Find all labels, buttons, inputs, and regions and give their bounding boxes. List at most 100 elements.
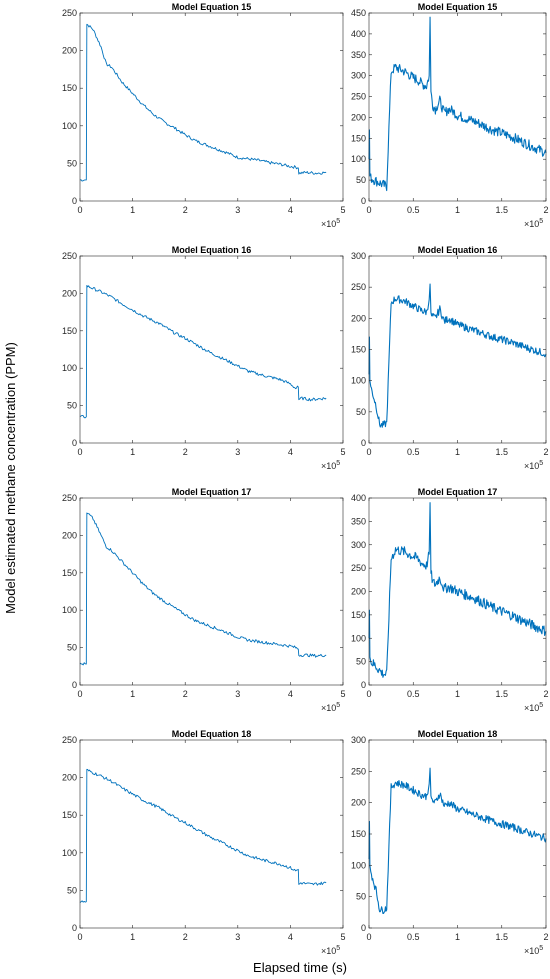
x-tick-label: 4 <box>288 447 293 457</box>
x-tick-label: 0.5 <box>407 689 420 699</box>
y-tick-label: 150 <box>62 326 77 336</box>
x-tick-label: 2 <box>183 447 188 457</box>
y-tick-label: 250 <box>351 766 366 776</box>
panel-title: Model Equation 15 <box>172 2 252 12</box>
y-axis-label: Model estimated methane concentration (P… <box>3 342 18 614</box>
y-tick-label: 300 <box>351 540 366 550</box>
x-tick-label: 2 <box>183 932 188 942</box>
y-tick-label: 300 <box>351 251 366 261</box>
y-tick-label: 400 <box>351 29 366 39</box>
axes-box <box>368 255 547 444</box>
x-tick-label: 0 <box>77 932 82 942</box>
x-tick-label: 2 <box>543 205 548 215</box>
panel-title: Model Equation 18 <box>172 729 252 739</box>
chart-panel-8: Model Equation 18 0 50 100 150 200 250 300 0 0.5 1… <box>351 729 549 956</box>
x-tick-label: 0 <box>77 689 82 699</box>
panel-title: Model Equation 17 <box>172 487 252 497</box>
y-tick-label: 150 <box>351 133 366 143</box>
chart-panel-1: Model Equation 15 0 50 100 150 200 250 0 1 2 3 4 5×1… <box>62 2 346 229</box>
y-tick-label: 150 <box>351 829 366 839</box>
y-tick-label: 150 <box>62 568 77 578</box>
x-tick-label: 1.5 <box>495 689 508 699</box>
x-tick-label: 0 <box>366 932 371 942</box>
axes-box <box>79 12 344 202</box>
y-tick-label: 200 <box>351 798 366 808</box>
y-tick-label: 50 <box>67 885 77 895</box>
x-tick-label: 1 <box>455 932 460 942</box>
y-tick-label: 100 <box>351 860 366 870</box>
x-tick-label: 0 <box>366 205 371 215</box>
y-tick-label: 350 <box>351 516 366 526</box>
y-tick-label: 50 <box>356 657 366 667</box>
x-tick-label: 4 <box>288 205 293 215</box>
y-tick-label: 250 <box>62 493 77 503</box>
y-tick-label: 150 <box>62 810 77 820</box>
y-tick-label: 0 <box>72 438 77 448</box>
x-exponent-label: ×105 <box>524 945 543 956</box>
x-tick-label: 1 <box>455 205 460 215</box>
axes-box <box>79 497 344 686</box>
y-tick-label: 100 <box>62 363 77 373</box>
axes-box <box>368 739 547 929</box>
x-tick-label: 0.5 <box>407 447 420 457</box>
x-tick-label: 0 <box>77 205 82 215</box>
y-tick-label: 100 <box>62 605 77 615</box>
x-tick-label: 5 <box>340 932 345 942</box>
x-tick-label: 0 <box>366 689 371 699</box>
x-tick-label: 4 <box>288 689 293 699</box>
y-tick-label: 200 <box>62 530 77 540</box>
chart-panel-2: Model Equation 15 0 50 100 150 200 250 300 350 40… <box>351 2 549 229</box>
panel-title: Model Equation 17 <box>418 487 498 497</box>
x-axis-label: Elapsed time (s) <box>253 960 347 975</box>
x-tick-label: 3 <box>235 689 240 699</box>
series-line <box>79 23 327 182</box>
y-tick-label: 150 <box>351 345 366 355</box>
y-tick-label: 50 <box>67 158 77 168</box>
y-tick-label: 250 <box>62 735 77 745</box>
y-tick-label: 0 <box>361 438 366 448</box>
x-tick-label: 2 <box>543 932 548 942</box>
x-tick-label: 2 <box>543 447 548 457</box>
y-tick-label: 150 <box>62 83 77 93</box>
y-tick-label: 200 <box>351 112 366 122</box>
x-tick-label: 2 <box>543 689 548 699</box>
series-line <box>79 512 327 666</box>
y-tick-label: 350 <box>351 50 366 60</box>
y-tick-label: 250 <box>62 8 77 18</box>
chart-panel-5: Model Equation 17 0 50 100 150 200 250 0 1 2 3 4 5×1… <box>62 487 346 713</box>
x-tick-label: 3 <box>235 447 240 457</box>
x-exponent-label: ×105 <box>321 218 340 229</box>
y-tick-label: 250 <box>62 251 77 261</box>
x-tick-label: 5 <box>340 447 345 457</box>
y-tick-label: 50 <box>356 892 366 902</box>
y-tick-label: 50 <box>356 175 366 185</box>
y-tick-label: 100 <box>62 848 77 858</box>
y-tick-label: 200 <box>62 46 77 56</box>
y-tick-label: 50 <box>67 643 77 653</box>
axes-box <box>368 12 547 202</box>
y-tick-label: 450 <box>351 8 366 18</box>
y-tick-label: 200 <box>62 773 77 783</box>
panel-title: Model Equation 15 <box>418 2 498 12</box>
y-tick-label: 0 <box>361 923 366 933</box>
x-tick-label: 2 <box>183 205 188 215</box>
x-tick-label: 1 <box>130 447 135 457</box>
y-tick-label: 100 <box>351 376 366 386</box>
y-tick-label: 200 <box>62 288 77 298</box>
y-tick-label: 100 <box>351 154 366 164</box>
y-tick-label: 250 <box>351 92 366 102</box>
series-line <box>368 16 547 192</box>
y-tick-label: 200 <box>351 313 366 323</box>
x-exponent-label: ×105 <box>321 460 340 471</box>
y-tick-label: 50 <box>356 407 366 417</box>
panel-title: Model Equation 16 <box>418 245 498 255</box>
series-line <box>79 768 327 903</box>
x-tick-label: 5 <box>340 689 345 699</box>
series-line <box>368 283 547 428</box>
x-exponent-label: ×105 <box>524 460 543 471</box>
axes-box <box>79 739 344 929</box>
panel-title: Model Equation 18 <box>418 729 498 739</box>
x-exponent-label: ×105 <box>524 218 543 229</box>
y-tick-label: 250 <box>351 282 366 292</box>
x-tick-label: 0.5 <box>407 932 420 942</box>
